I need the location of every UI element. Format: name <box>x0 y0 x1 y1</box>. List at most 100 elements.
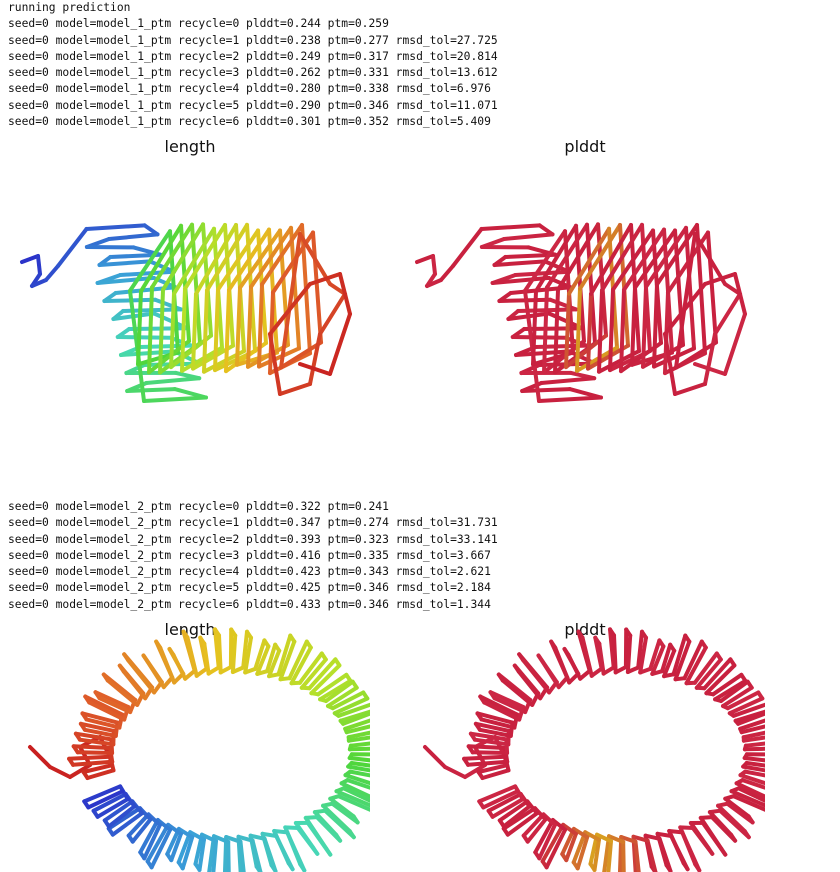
backbone-segment <box>482 700 522 722</box>
backbone-segment <box>298 232 332 286</box>
backbone-segment <box>44 264 60 282</box>
backbone-segment <box>711 672 744 697</box>
backbone-segment <box>145 659 166 690</box>
backbone-segment <box>611 228 655 292</box>
backbone-segment <box>118 269 177 277</box>
backbone-segment <box>348 741 370 748</box>
backbone-segment <box>492 259 547 267</box>
backbone-segment <box>188 830 206 842</box>
backbone-segment <box>556 222 600 292</box>
backbone-segment <box>470 750 510 755</box>
backbone-segment <box>466 744 508 750</box>
backbone-segment <box>740 778 765 790</box>
backbone-segment <box>540 822 566 864</box>
backbone-segment <box>733 709 765 723</box>
backbone-segment <box>692 651 719 685</box>
backbone-segment <box>684 225 696 351</box>
backbone-segment <box>238 839 246 872</box>
backbone-segment <box>183 223 227 291</box>
backbone-segment <box>502 232 555 241</box>
backbone-segment <box>213 627 221 670</box>
backbone-segment <box>217 633 223 675</box>
backbone-segment <box>693 232 727 286</box>
backbone-segment <box>575 835 590 871</box>
backbone-segment <box>268 332 282 396</box>
backbone-segment <box>684 645 708 686</box>
run2-log-line: seed=0 model=model_2_ptm recycle=3 plddt… <box>8 548 491 562</box>
backbone-segment <box>130 817 153 844</box>
backbone-segment <box>669 834 690 872</box>
backbone-segment <box>501 804 532 829</box>
backbone-segment <box>236 834 255 843</box>
backbone-segment <box>500 678 535 707</box>
backbone-segment <box>136 289 143 367</box>
backbone-segment <box>113 720 120 738</box>
backbone-segment <box>744 761 765 768</box>
backbone-segment <box>118 784 130 802</box>
backbone-segment <box>142 395 208 403</box>
backbone-segment <box>602 834 611 872</box>
backbone-segment <box>741 764 765 773</box>
backbone-segment <box>655 223 699 287</box>
backbone-segment <box>473 721 511 733</box>
backbone-segment <box>492 696 528 714</box>
backbone-segment <box>638 635 648 675</box>
backbone-segment <box>216 228 260 292</box>
backbone-segment <box>71 744 113 750</box>
backbone-segment <box>719 679 750 703</box>
backbone-segment <box>77 737 116 747</box>
backbone-segment <box>731 702 765 718</box>
backbone-segment <box>318 678 353 702</box>
figure1-length-title: length <box>164 137 216 156</box>
backbone-segment <box>316 672 349 697</box>
backbone-segment <box>585 222 597 346</box>
backbone-segment <box>347 746 370 752</box>
backbone-segment <box>328 282 347 296</box>
run1-log-line: seed=0 model=model_1_ptm recycle=5 plddt… <box>8 98 498 112</box>
backbone-segment <box>227 227 271 292</box>
backbone-segment <box>633 228 677 290</box>
backbone-segment <box>622 227 666 292</box>
backbone-segment <box>621 840 626 872</box>
backbone-segment <box>111 728 116 747</box>
backbone-segment <box>641 284 648 369</box>
backbone-segment <box>347 756 370 763</box>
backbone-segment <box>723 796 751 819</box>
backbone-segment <box>497 799 530 823</box>
figure2-plddt-panel: plddt <box>405 617 765 872</box>
backbone-segment <box>741 735 765 743</box>
backbone-segment <box>169 831 183 863</box>
backbone-segment <box>107 232 160 241</box>
backbone-segment <box>595 832 613 844</box>
figure2-plddt-title: plddt <box>564 620 606 639</box>
backbone-segment <box>644 225 688 289</box>
backbone-segment <box>476 763 509 774</box>
backbone-segment <box>606 839 613 872</box>
backbone-segment <box>144 376 202 385</box>
backbone-segment <box>466 759 510 767</box>
backbone-segment <box>739 724 765 735</box>
backbone-segment <box>126 658 157 695</box>
backbone-segment <box>703 272 737 286</box>
backbone-segment <box>733 272 747 316</box>
backbone-segment <box>197 837 206 872</box>
backbone-segment <box>207 834 216 872</box>
backbone-segment <box>267 648 282 679</box>
backbone-segment <box>468 731 509 742</box>
backbone-segment <box>224 287 231 374</box>
backbone-segment <box>537 395 603 403</box>
backbone-segment <box>56 227 89 268</box>
backbone-segment <box>194 666 209 678</box>
backbone-segment <box>255 644 271 676</box>
run2-log-line: seed=0 model=model_2_ptm recycle=0 plddt… <box>8 500 389 513</box>
backbone-segment <box>537 823 557 861</box>
backbone-segment <box>663 332 677 396</box>
backbone-segment <box>324 679 355 703</box>
backbone-segment <box>671 633 688 677</box>
backbone-segment <box>566 653 583 681</box>
backbone-segment <box>226 840 231 872</box>
backbone-segment <box>439 264 455 282</box>
backbone-segment <box>567 226 611 296</box>
backbone-segment <box>278 382 312 396</box>
backbone-segment <box>241 629 249 670</box>
